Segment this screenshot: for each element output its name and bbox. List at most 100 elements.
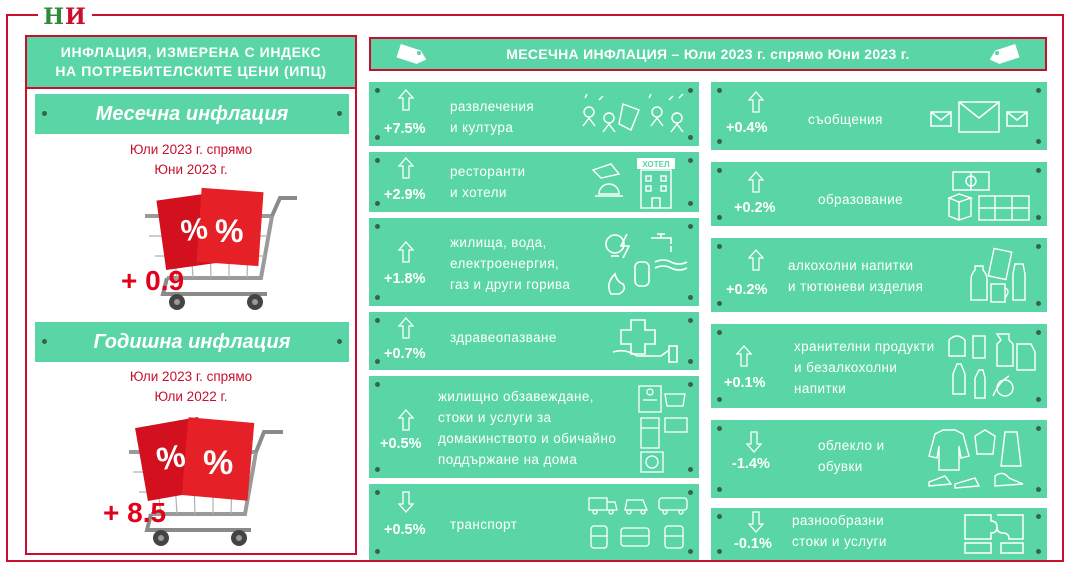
category-label-line: и хотели [450,185,507,200]
category-label: жилища, вода, електроенергия, газ и друг… [450,232,570,295]
category-label-line: електроенергия, [450,256,560,271]
annual-period: Юли 2023 г. спрямо Юли 2022 г. [27,367,355,407]
header-line-1: ИНФЛАЦИЯ, ИЗМЕРЕНА С ИНДЕКС [60,44,322,60]
category-value: +7.5% [384,121,426,137]
category-label-line: здравеопазване [450,330,557,345]
arrow-up-icon [398,241,414,263]
cpi-summary-panel: ИНФЛАЦИЯ, ИЗМЕРЕНА С ИНДЕКС НА ПОТРЕБИТЕ… [25,35,357,555]
category-label-line: обувки [818,459,863,474]
category-label-line: образование [818,192,904,207]
arrow-up-icon [748,249,764,271]
svg-text:%: % [154,437,188,477]
monthly-period-line-2: Юни 2023 г. [154,162,228,177]
monthly-inflation-banner: МЕСЕЧНА ИНФЛАЦИЯ – Юли 2023 г. спрямо Юн… [369,37,1047,71]
category-card-household-goods: +0.5% жилищно обзавеждане, стоки и услуг… [369,376,699,478]
logo-letter-i: И [65,4,87,30]
annual-inflation-title: Годишна инфлация [35,322,349,362]
category-label: жилищно обзавеждане, стоки и услуги за д… [438,386,616,470]
category-label: транспорт [450,514,517,535]
category-label: ресторанти и хотели [450,161,526,203]
category-value: -1.4% [732,456,770,472]
svg-text:%: % [215,213,243,249]
svg-text:%: % [203,444,233,482]
arrow-up-icon [748,171,764,193]
category-label-line: хранителни продукти [794,339,935,354]
category-label-line: облекло и [818,438,885,453]
annual-inflation-value: + 8.5 [103,497,167,528]
category-label-line: транспорт [450,517,518,532]
category-card-education: +0.2% образование [711,162,1047,226]
utilities-icon [605,233,688,295]
category-label-line: развлечения [450,99,535,114]
category-card-miscellaneous: -0.1% разнообразни стоки и услуги [711,508,1047,560]
arrow-up-icon [748,91,764,113]
education-icon [947,171,1030,221]
annual-period-line-2: Юли 2022 г. [154,389,228,404]
category-value: +0.5% [384,522,426,538]
arrow-up-icon [398,409,414,431]
category-label: разнообразни стоки и услуги [792,510,887,552]
category-value: +0.5% [380,436,422,452]
category-label: здравеопазване [450,327,557,348]
category-label: облекло и обувки [818,435,885,477]
category-label: образование [818,189,903,210]
annual-period-line-1: Юли 2023 г. спрямо [129,369,253,384]
category-label-line: домакинството и обичайно [438,431,617,446]
banner-title: МЕСЕЧНА ИНФЛАЦИЯ – Юли 2023 г. спрямо Юн… [506,46,910,62]
category-value: +0.7% [384,346,426,362]
alcohol-icon [970,247,1026,303]
monthly-period-line-1: Юли 2023 г. спрямо [129,142,253,157]
category-label-line: и тютюневи изделия [788,279,924,294]
hotel-icon: ХОТЕЛ [591,158,675,209]
category-label-line: и безалкохолни [794,360,898,375]
logo-letter-n: Н [43,4,65,30]
category-label-line: и култура [450,120,514,135]
category-value: +0.1% [724,375,766,391]
category-card-recreation-culture: +7.5% развлечения и култура [369,82,699,146]
monthly-inflation-value: + 0.9 [121,265,185,296]
monthly-period: Юли 2023 г. спрямо Юни 2023 г. [27,140,355,180]
arrow-up-icon [398,89,414,111]
category-label-line: жилища, вода, [450,235,547,250]
category-value: -0.1% [734,536,772,552]
shopping-cart-icon: % % [129,417,283,546]
category-label-line: напитки [794,381,847,396]
category-label: алкохолни напитки и тютюневи изделия [788,255,923,297]
health-icon [612,319,678,363]
category-label-line: газ и други горива [450,277,571,292]
price-tag-icon [989,44,1020,64]
arrow-up-icon [736,345,752,367]
shopping-cart-icon: % % [145,187,297,310]
food-icon [948,333,1036,399]
arrow-up-icon [398,157,414,179]
header-line-2: НА ПОТРЕБИТЕЛСКИТЕ ЦЕНИ (ИПЦ) [55,63,327,79]
hotel-sign-text: ХОТЕЛ [642,160,670,169]
category-card-communications: +0.4% съобщения [711,82,1047,150]
envelope-icon [930,101,1028,133]
outer-frame [6,14,1064,562]
category-card-food: +0.1% хранителни продукти и безалкохолни… [711,324,1047,408]
category-label-line: ресторанти [450,164,526,179]
category-label: съобщения [808,109,883,130]
category-value: +1.8% [384,271,426,287]
arrow-down-icon [748,511,764,533]
category-label: хранителни продукти и безалкохолни напит… [794,336,935,399]
category-label-line: стоки и услуги за [438,410,552,425]
category-label-line: разнообразни [792,513,885,528]
category-card-transport: +0.5% транспорт [369,484,699,560]
household-icon [638,385,688,473]
transport-icon [588,497,688,549]
category-card-alcohol-tobacco: +0.2% алкохолни напитки и тютюневи издел… [711,238,1047,312]
category-value: +0.4% [726,120,768,136]
arrow-down-icon [398,491,414,513]
monthly-inflation-title: Месечна инфлация [35,94,349,134]
category-card-health: +0.7% здравеопазване [369,312,699,370]
category-label-line: поддържане на дома [438,452,578,467]
category-label-line: жилищно обзавеждане, [438,389,594,404]
entertainment-icon [582,93,684,133]
clothing-icon [928,429,1024,489]
category-label-line: стоки и услуги [792,534,887,549]
puzzle-icon [964,514,1024,554]
arrow-down-icon [746,431,762,453]
